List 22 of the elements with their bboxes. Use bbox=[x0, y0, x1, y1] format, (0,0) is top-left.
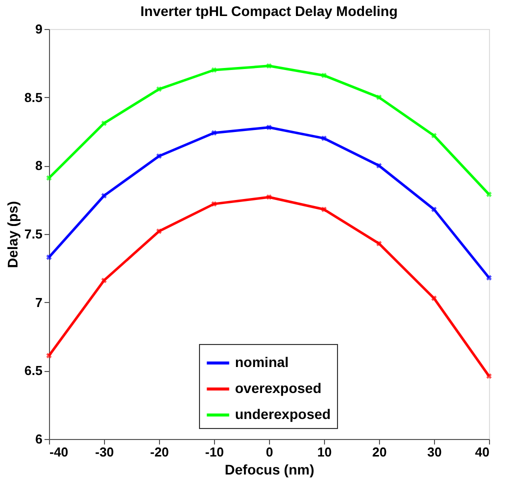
x-tick-label: 30 bbox=[427, 444, 442, 460]
legend-label: overexposed bbox=[235, 380, 322, 396]
legend-label: underexposed bbox=[235, 406, 331, 422]
x-tick-label: 10 bbox=[317, 444, 332, 460]
x-tick-label: -30 bbox=[95, 444, 114, 460]
x-tick-label: 40 bbox=[475, 444, 490, 460]
y-tick-label: 9 bbox=[35, 22, 42, 36]
x-tick-label: -10 bbox=[205, 444, 224, 460]
x-tick-label: -40 bbox=[50, 444, 68, 460]
x-axis-title: Defocus (nm) bbox=[224, 462, 314, 478]
y-tick-label: 7 bbox=[35, 294, 42, 310]
y-tick-label: 8.5 bbox=[24, 90, 42, 105]
legend-label: nominal bbox=[235, 354, 289, 370]
x-tick-label: 0 bbox=[266, 444, 274, 460]
y-tick-label: 7.5 bbox=[24, 226, 42, 242]
y-axis-title: Delay (ps) bbox=[4, 201, 20, 268]
y-tick-label: 8 bbox=[35, 158, 42, 174]
y-tick-label: 6.5 bbox=[24, 363, 42, 378]
y-tick-label: 6 bbox=[35, 432, 42, 446]
x-tick-label: 20 bbox=[372, 444, 387, 460]
chart-title: Inverter tpHL Compact Delay Modeling bbox=[140, 3, 398, 19]
x-tick-label: -20 bbox=[150, 444, 169, 460]
